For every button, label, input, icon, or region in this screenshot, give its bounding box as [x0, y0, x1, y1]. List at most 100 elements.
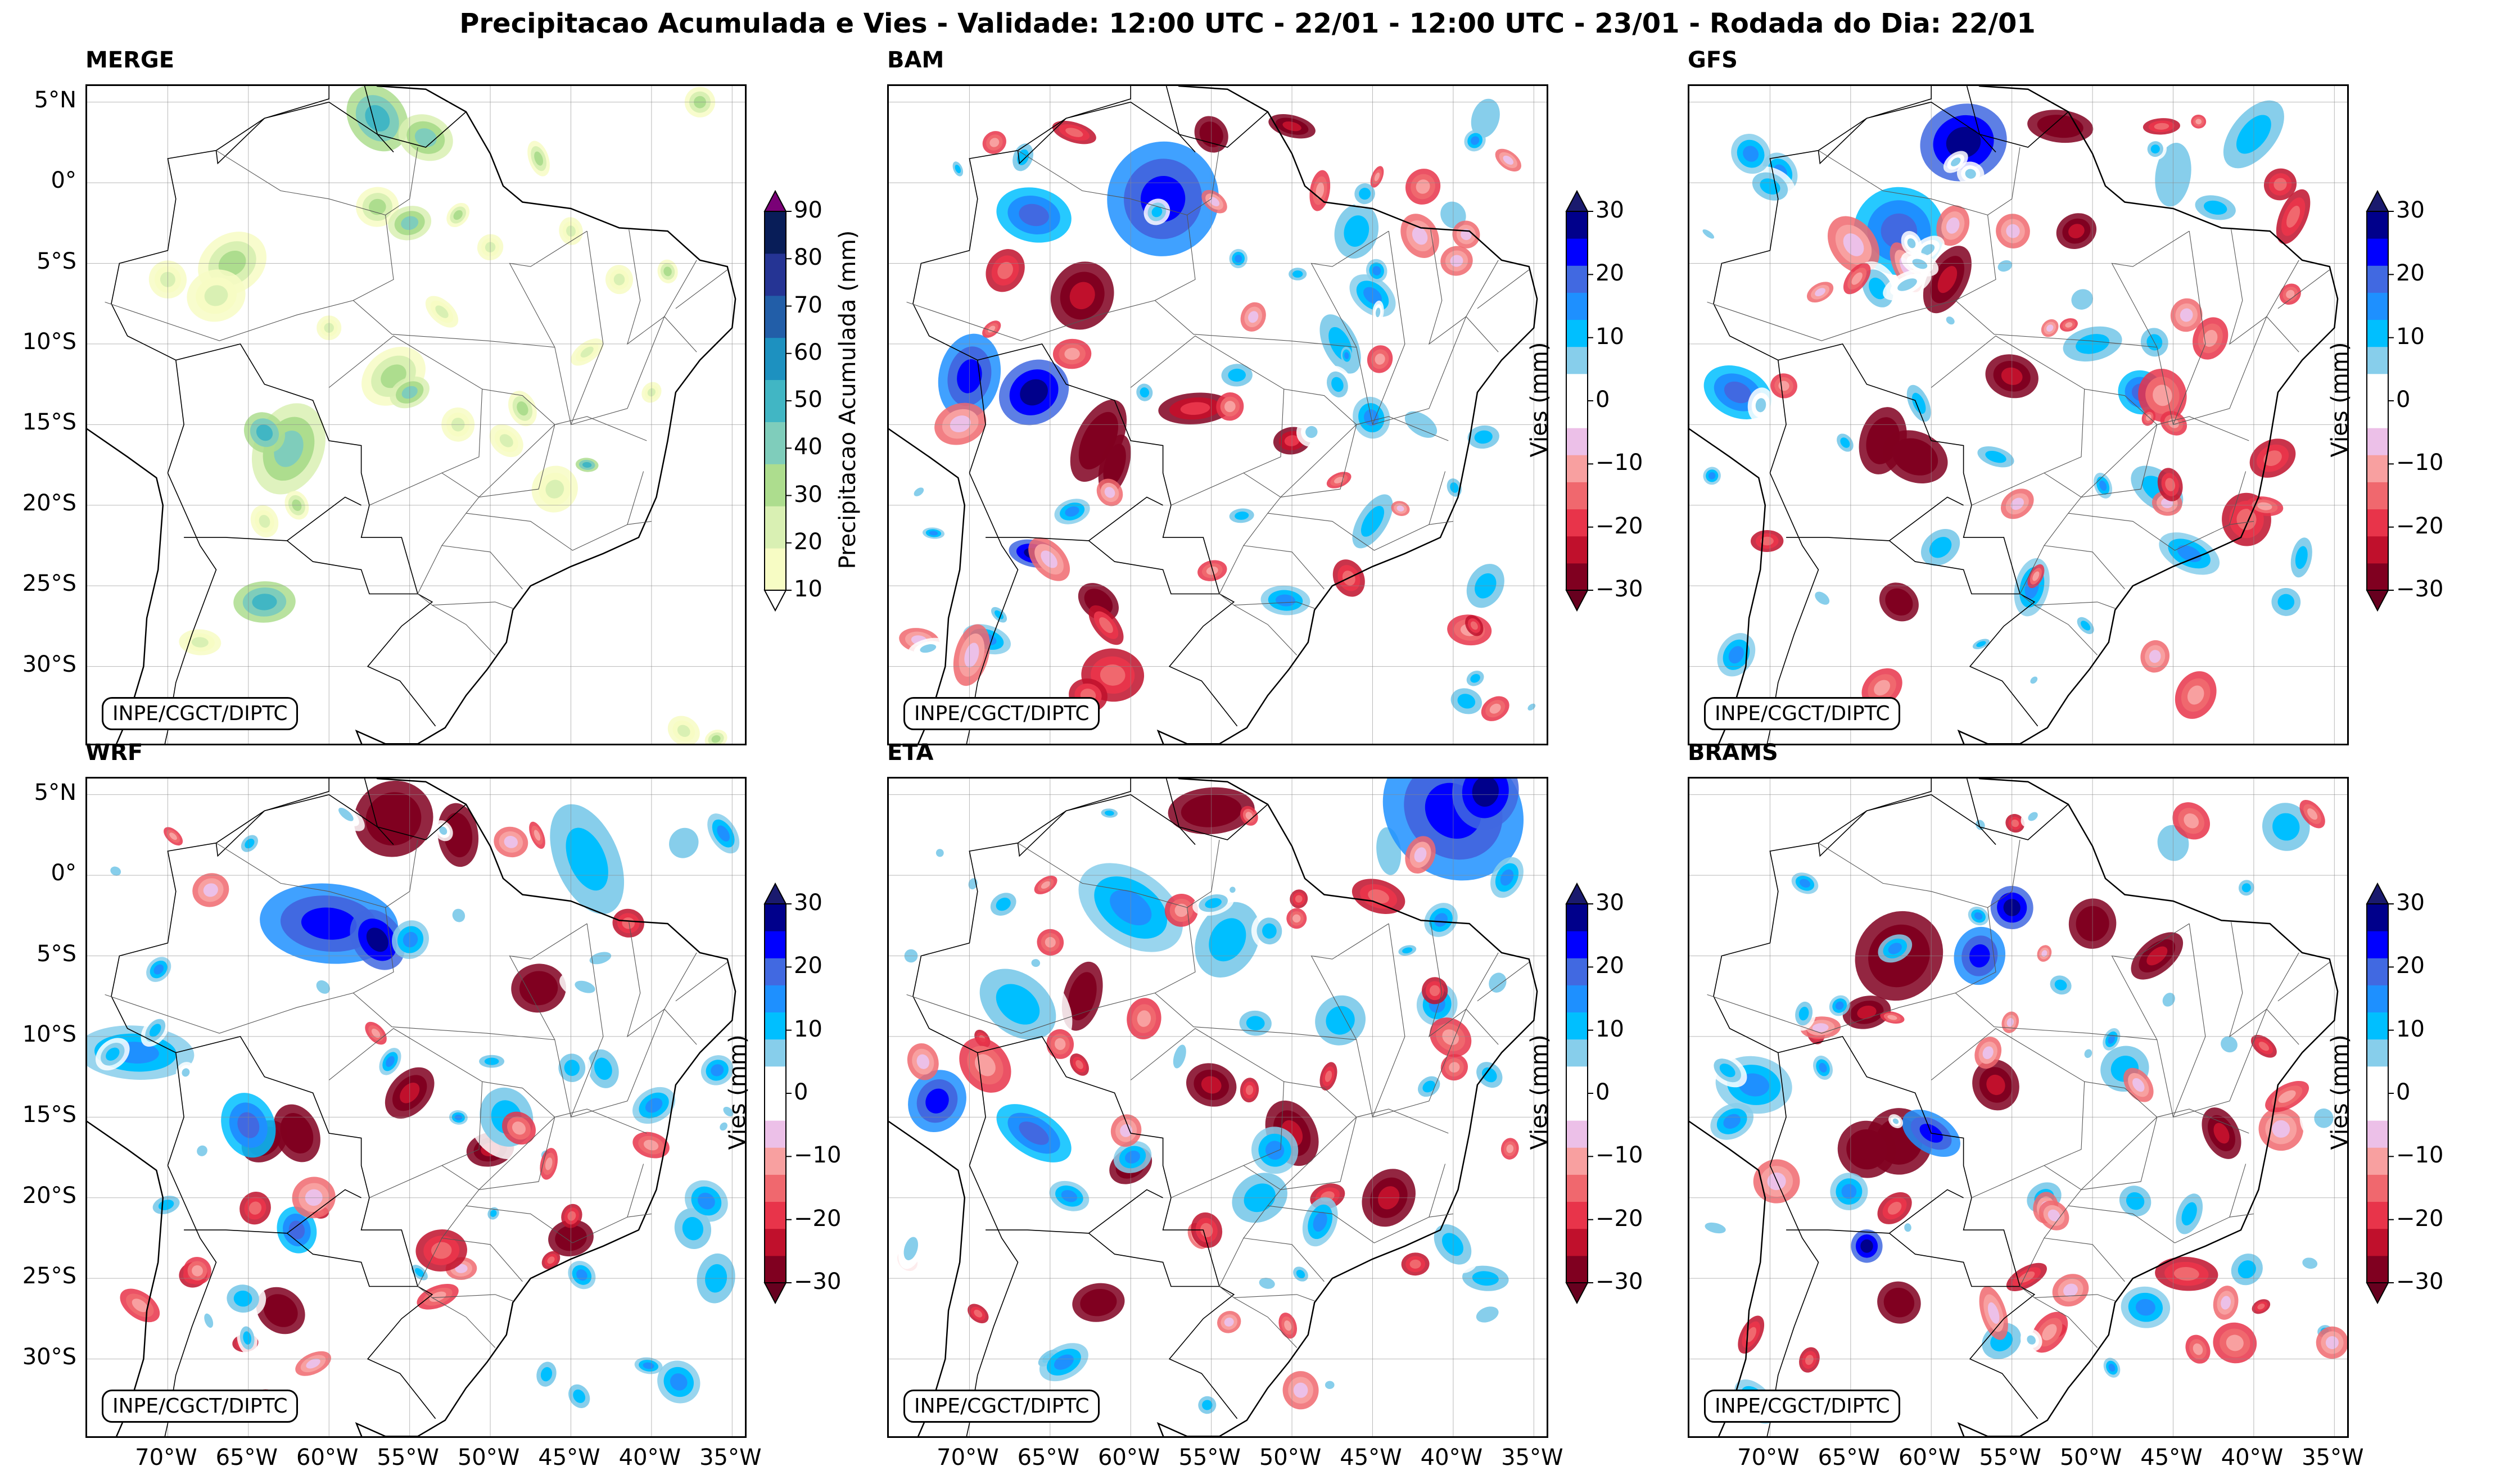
field-blob	[916, 1054, 930, 1069]
lon-tick-label: 45°W	[538, 1445, 600, 1471]
field-blob	[1860, 1239, 1873, 1253]
field-blob	[1088, 1295, 1109, 1311]
field-layer	[899, 86, 1542, 721]
field-blob	[2286, 289, 2295, 298]
field-blob	[2030, 676, 2038, 684]
field-blob	[1888, 943, 1902, 954]
lon-tick-label: 55°W	[1979, 1445, 2041, 1471]
field-blob	[1819, 1062, 1827, 1073]
field-blob	[431, 1242, 452, 1259]
field-blob	[1851, 272, 1863, 285]
country-border	[184, 1229, 418, 1287]
field-blob	[1041, 881, 1051, 889]
field-blob	[964, 643, 979, 668]
field-blob	[1396, 505, 1404, 512]
field-layer	[87, 780, 744, 1414]
colorbar-segment	[765, 1174, 786, 1202]
field-blob	[1746, 1327, 1757, 1342]
field-blob	[1840, 437, 1850, 448]
colorbar-tick-label: −30	[2396, 576, 2444, 602]
state-border	[1707, 300, 2299, 425]
country-border	[1966, 86, 1996, 153]
lat-tick-label: 5°N	[34, 87, 76, 113]
field-blob	[989, 138, 1000, 147]
country-border	[1786, 1229, 2020, 1287]
map-panel-brams: BRAMS INPE/CGCT/DIPTC 70°W 65°W 60°W 55°W 50°W…	[1688, 740, 2443, 1471]
field-blob	[450, 822, 467, 848]
coastline	[87, 86, 736, 744]
field-blob	[2046, 324, 2054, 332]
field-blob	[527, 978, 550, 998]
country-border	[111, 86, 330, 473]
field-blob	[1100, 664, 1126, 686]
colorbar-label: Vies (mm)	[1526, 1034, 1552, 1150]
field-blob	[2153, 384, 2172, 406]
state-border	[2229, 1213, 2254, 1218]
field-blob	[1929, 537, 1952, 558]
lat-tick-label: 0°	[51, 860, 76, 886]
state-border	[509, 923, 587, 1040]
field-blob	[1065, 128, 1083, 137]
field-blob	[903, 1237, 919, 1260]
field-blob	[2149, 650, 2161, 663]
colorbar-segment	[1566, 1066, 1588, 1094]
field-blob	[2084, 1049, 2092, 1058]
state-border	[328, 335, 483, 506]
colorbar-tick-label: −20	[2396, 1205, 2444, 1232]
field-blob	[1235, 512, 1249, 520]
field-blob	[663, 266, 672, 277]
field-blob	[2011, 819, 2019, 827]
field-blob	[1719, 1064, 1735, 1078]
country-border	[1966, 779, 1996, 845]
field-blob	[1064, 347, 1080, 360]
field-blob	[1124, 1150, 1141, 1164]
field-blob	[1108, 453, 1122, 477]
field-blob	[1728, 646, 1744, 664]
field-blob	[1799, 879, 1811, 888]
field-blob	[1259, 1278, 1275, 1289]
field-blob	[2108, 1364, 2116, 1372]
lon-tick-label: 45°W	[2140, 1445, 2203, 1471]
field-blob	[1429, 985, 1440, 996]
field-blob	[377, 803, 410, 834]
field-blob	[287, 1121, 306, 1145]
field-blob	[1230, 886, 1236, 893]
field-blob	[1951, 157, 1961, 166]
field-blob	[1414, 847, 1427, 863]
field-blob	[1946, 316, 1955, 325]
state-border	[1187, 839, 1220, 908]
colorbar-segment	[2367, 536, 2388, 564]
field-blob	[2193, 1343, 2203, 1355]
state-border	[1130, 1028, 1285, 1198]
colorbar-tick-label: −10	[2396, 1142, 2444, 1169]
field-blob	[248, 1201, 262, 1215]
field-blob	[1812, 1023, 1829, 1033]
field-blob	[1869, 277, 1887, 300]
field-blob	[1344, 215, 1369, 247]
field-blob	[996, 897, 1011, 911]
field-blob	[455, 1264, 468, 1273]
colorbar-segment	[765, 1066, 786, 1094]
field-blob	[2241, 883, 2251, 893]
country-border	[1786, 537, 2020, 595]
colorbar-segment	[1566, 428, 1588, 455]
state-border	[1987, 839, 2021, 908]
colorbar-segment	[765, 295, 786, 338]
colorbar-tick-label: 0	[1595, 387, 1610, 413]
field-blob	[1228, 368, 1246, 382]
field-blob	[1986, 1074, 2005, 1096]
state-border	[432, 605, 496, 655]
field-blob	[149, 1024, 161, 1037]
field-blob	[576, 1269, 587, 1281]
field-blob	[2278, 1090, 2296, 1103]
field-blob	[204, 285, 228, 306]
field-blob	[2032, 571, 2040, 581]
lon-tick-label: 60°W	[296, 1445, 359, 1471]
field-blob	[582, 462, 592, 468]
field-blob	[191, 637, 209, 648]
colorbar-tick-label: 20	[2396, 260, 2425, 287]
field-blob	[2272, 813, 2300, 841]
field-blob	[1020, 379, 1048, 406]
field-blob	[2226, 1334, 2244, 1351]
colorbar-segment	[2367, 1039, 2388, 1067]
